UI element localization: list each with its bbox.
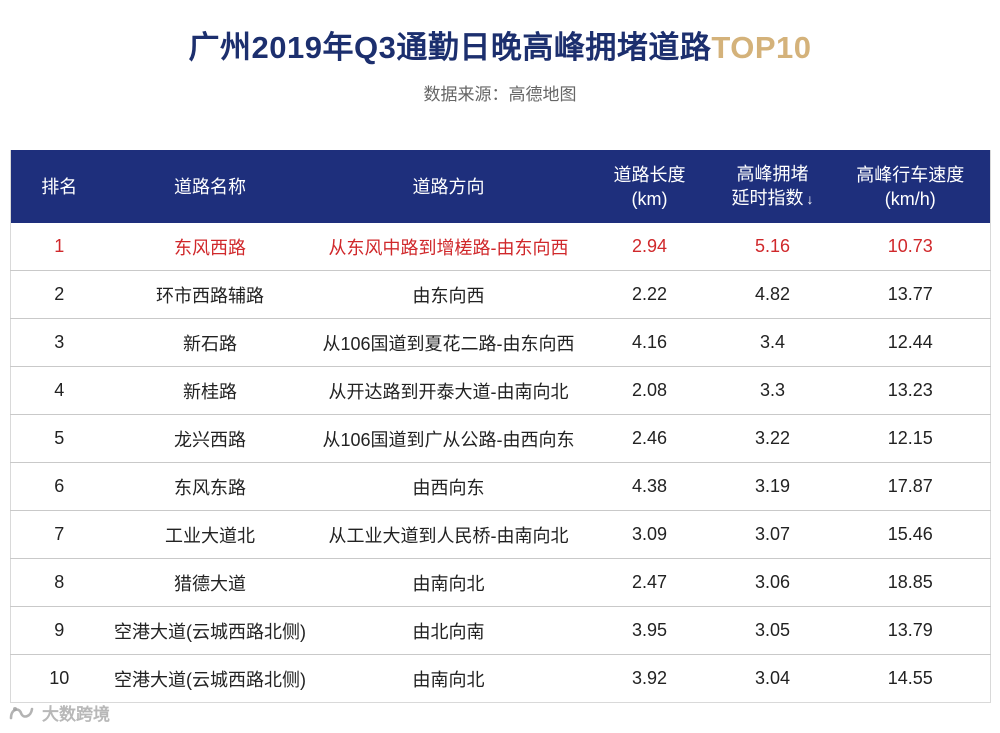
cell-length: 2.46 — [584, 414, 715, 463]
cell-delay: 5.16 — [714, 223, 831, 271]
col-length-line1: 道路长度 — [613, 164, 686, 185]
table-row: 5 龙兴西路 从106国道到广从公路-由西向东 2.46 3.22 12.15 — [10, 414, 991, 463]
cell-speed: 17.87 — [830, 462, 991, 511]
cell-rank: 4 — [10, 366, 108, 415]
cell-delay: 3.06 — [714, 558, 831, 607]
cell-road: 东风东路 — [107, 462, 313, 511]
cell-rank: 3 — [10, 318, 108, 367]
cell-direction: 由北向南 — [312, 606, 585, 655]
col-delay-line1: 高峰拥堵 — [736, 164, 809, 184]
sort-desc-icon[interactable]: ↓ — [806, 191, 814, 207]
table-row: 3 新石路 从106国道到夏花二路-由东向西 4.16 3.4 12.44 — [10, 318, 991, 367]
cell-road: 环市西路辅路 — [107, 270, 313, 319]
cell-delay: 3.4 — [714, 318, 831, 367]
cell-length: 2.08 — [584, 366, 715, 415]
cell-road: 东风西路 — [107, 223, 313, 271]
col-length[interactable]: 道路长度 (km) — [584, 150, 715, 223]
cell-direction: 由东向西 — [312, 270, 585, 319]
cell-delay: 3.04 — [714, 654, 831, 703]
cell-road: 新桂路 — [107, 366, 313, 415]
cell-delay: 3.19 — [714, 462, 831, 511]
watermark-text: 大数跨境 — [42, 705, 110, 724]
cell-delay: 3.05 — [714, 606, 831, 655]
cell-rank: 9 — [10, 606, 108, 655]
cell-length: 2.22 — [584, 270, 715, 319]
col-rank[interactable]: 排名 — [10, 150, 108, 223]
table-row: 8 猎德大道 由南向北 2.47 3.06 18.85 — [10, 558, 991, 607]
cell-direction: 从工业大道到人民桥-由南向北 — [312, 510, 585, 559]
cell-speed: 13.79 — [830, 606, 991, 655]
cell-speed: 18.85 — [830, 558, 991, 607]
page-title: 广州2019年Q3通勤日晚高峰拥堵道路TOP10 — [0, 22, 1000, 67]
cell-road: 龙兴西路 — [107, 414, 313, 463]
table-row: 6 东风东路 由西向东 4.38 3.19 17.87 — [10, 462, 991, 511]
col-direction[interactable]: 道路方向 — [312, 150, 585, 223]
cell-length: 3.09 — [584, 510, 715, 559]
cell-rank: 1 — [10, 223, 108, 271]
cell-speed: 14.55 — [830, 654, 991, 703]
table-header-row: 排名 道路名称 道路方向 道路长度 (km) 高峰拥堵延时指数 ↓ 高峰行车速度 (k… — [10, 150, 991, 223]
table-row: 7 工业大道北 从工业大道到人民桥-由南向北 3.09 3.07 15.46 — [10, 510, 991, 559]
cell-delay: 3.22 — [714, 414, 831, 463]
cell-length: 2.47 — [584, 558, 715, 607]
col-delay-index[interactable]: 高峰拥堵延时指数 ↓ — [714, 150, 831, 223]
cell-speed: 12.44 — [830, 318, 991, 367]
col-speed[interactable]: 高峰行车速度 (km/h) — [830, 150, 991, 223]
table-row: 4 新桂路 从开达路到开泰大道-由南向北 2.08 3.3 13.23 — [10, 366, 991, 415]
cell-direction: 由西向东 — [312, 462, 585, 511]
cell-length: 3.92 — [584, 654, 715, 703]
cell-rank: 8 — [10, 558, 108, 607]
cell-delay: 3.3 — [714, 366, 831, 415]
cell-delay: 3.07 — [714, 510, 831, 559]
cell-length: 4.16 — [584, 318, 715, 367]
cell-length: 3.95 — [584, 606, 715, 655]
cell-length: 4.38 — [584, 462, 715, 511]
cell-delay: 4.82 — [714, 270, 831, 319]
cell-speed: 13.77 — [830, 270, 991, 319]
table-row: 1 东风西路 从东风中路到增槎路-由东向西 2.94 5.16 10.73 — [10, 223, 991, 271]
table-row: 2 环市西路辅路 由东向西 2.22 4.82 13.77 — [10, 270, 991, 319]
data-source: 数据来源：高德地图 — [423, 85, 577, 104]
cell-rank: 6 — [10, 462, 108, 511]
cell-road: 工业大道北 — [107, 510, 313, 559]
title-highlight: TOP10 — [711, 30, 812, 65]
cell-speed: 12.15 — [830, 414, 991, 463]
cell-length: 2.94 — [584, 223, 715, 271]
cell-road: 空港大道(云城西路北侧) — [107, 654, 313, 703]
col-road-name[interactable]: 道路名称 — [107, 150, 313, 223]
cell-road: 新石路 — [107, 318, 313, 367]
cell-road: 猎德大道 — [107, 558, 313, 607]
col-speed-line1: 高峰行车速度 — [856, 164, 965, 185]
col-length-line2: (km) — [631, 188, 668, 209]
cell-rank: 7 — [10, 510, 108, 559]
cell-direction: 从开达路到开泰大道-由南向北 — [312, 366, 585, 415]
brand-logo-icon — [9, 706, 34, 719]
congestion-table: 排名 道路名称 道路方向 道路长度 (km) 高峰拥堵延时指数 ↓ 高峰行车速度 (k… — [10, 150, 991, 703]
col-speed-line2: (km/h) — [884, 188, 936, 209]
cell-speed: 10.73 — [830, 223, 991, 271]
title-main: 广州2019年Q3通勤日晚高峰拥堵道路 — [188, 30, 712, 65]
cell-road: 空港大道(云城西路北侧) — [107, 606, 313, 655]
table-row: 10 空港大道(云城西路北侧) 由南向北 3.92 3.04 14.55 — [10, 654, 991, 703]
cell-direction: 从东风中路到增槎路-由东向西 — [312, 223, 585, 271]
cell-speed: 15.46 — [830, 510, 991, 559]
watermark: 大数跨境 — [8, 700, 110, 725]
cell-rank: 5 — [10, 414, 108, 463]
table-row: 9 空港大道(云城西路北侧) 由北向南 3.95 3.05 13.79 — [10, 606, 991, 655]
cell-rank: 10 — [10, 654, 108, 703]
cell-speed: 13.23 — [830, 366, 991, 415]
cell-rank: 2 — [10, 270, 108, 319]
cell-direction: 由南向北 — [312, 558, 585, 607]
cell-direction: 由南向北 — [312, 654, 585, 703]
cell-direction: 从106国道到夏花二路-由东向西 — [312, 318, 585, 367]
col-delay-line2: 延时指数 — [731, 188, 804, 208]
cell-direction: 从106国道到广从公路-由西向东 — [312, 414, 585, 463]
